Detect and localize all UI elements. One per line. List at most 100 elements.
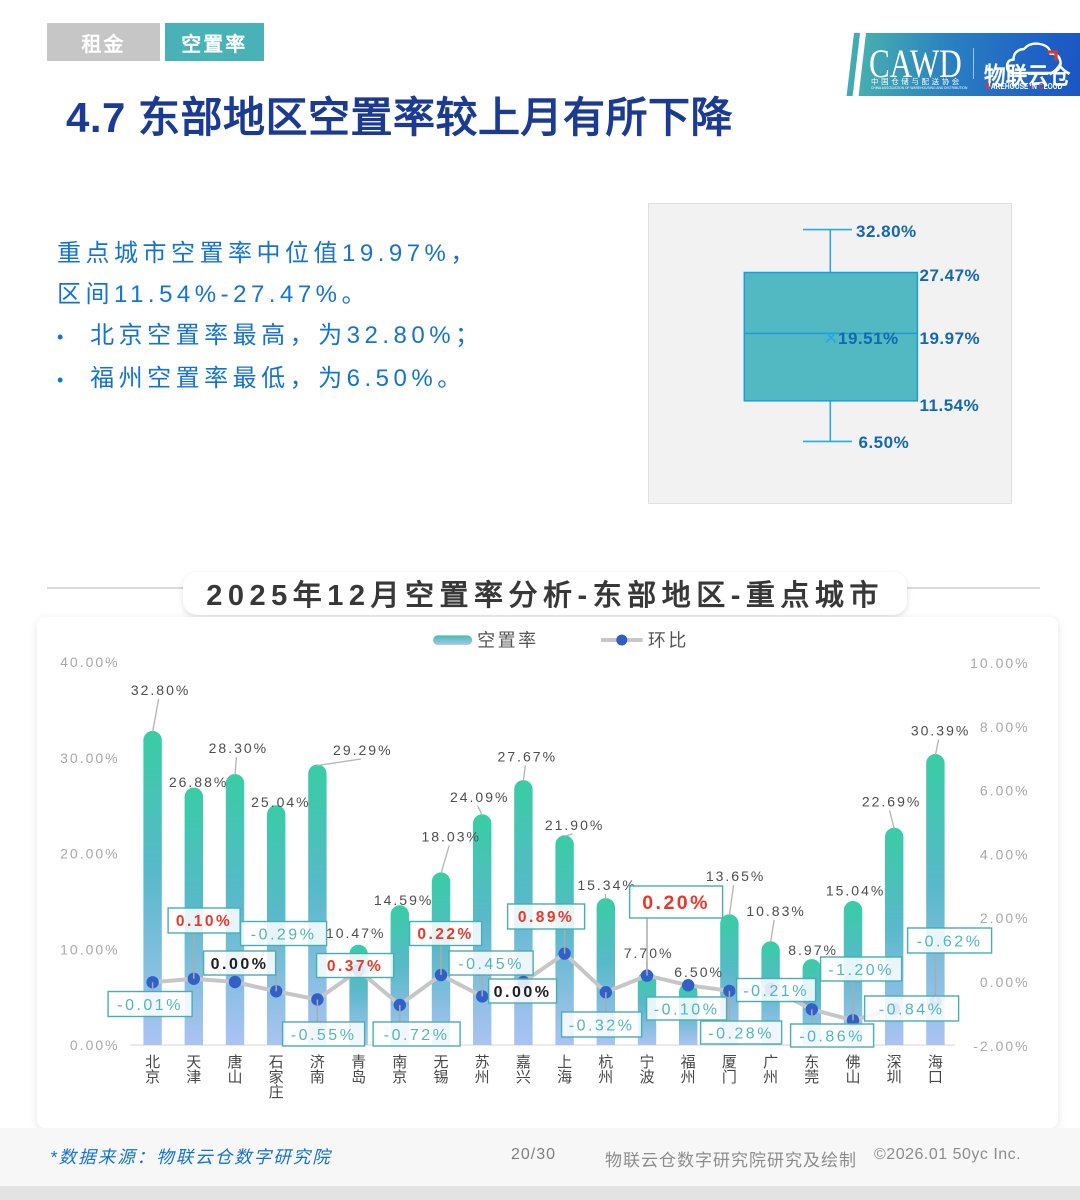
- svg-text:苏: 苏: [475, 1054, 490, 1071]
- svg-text:广: 广: [763, 1054, 778, 1071]
- svg-text:波: 波: [640, 1069, 655, 1086]
- svg-text:山: 山: [228, 1069, 243, 1086]
- svg-text:福: 福: [681, 1054, 696, 1071]
- svg-text:20.00%: 20.00%: [61, 846, 120, 862]
- svg-text:8.00%: 8.00%: [980, 719, 1030, 735]
- svg-text:27.67%: 27.67%: [498, 749, 557, 765]
- svg-text:济: 济: [310, 1054, 325, 1071]
- svg-text:0.22%: 0.22%: [418, 926, 474, 943]
- svg-text:30.39%: 30.39%: [911, 723, 970, 739]
- svg-text:空置率: 空置率: [477, 631, 538, 651]
- svg-text:13.65%: 13.65%: [706, 868, 765, 884]
- svg-text:30.00%: 30.00%: [61, 750, 120, 766]
- svg-text:-0.29%: -0.29%: [251, 926, 317, 943]
- svg-text:10.00%: 10.00%: [61, 941, 120, 957]
- svg-text:山: 山: [846, 1069, 861, 1086]
- svg-text:锡: 锡: [434, 1069, 449, 1086]
- svg-text:岛: 岛: [351, 1069, 366, 1086]
- svg-text:0.00%: 0.00%: [211, 956, 269, 973]
- svg-text:无: 无: [434, 1054, 449, 1071]
- svg-text:佛: 佛: [846, 1054, 861, 1071]
- svg-text:6.00%: 6.00%: [980, 783, 1030, 799]
- svg-text:口: 口: [928, 1069, 943, 1086]
- svg-text:-0.86%: -0.86%: [800, 1028, 866, 1045]
- svg-text:圳: 圳: [887, 1069, 902, 1086]
- svg-text:32.80%: 32.80%: [131, 682, 190, 698]
- svg-text:东: 东: [805, 1054, 820, 1071]
- svg-text:0.89%: 0.89%: [518, 909, 574, 926]
- svg-text:28.30%: 28.30%: [209, 740, 268, 756]
- svg-text:24.09%: 24.09%: [450, 789, 509, 805]
- svg-text:南: 南: [310, 1069, 325, 1086]
- svg-text:-0.84%: -0.84%: [879, 1001, 945, 1018]
- svg-text:厦: 厦: [722, 1054, 737, 1071]
- svg-text:14.59%: 14.59%: [374, 892, 433, 908]
- svg-text:10.00%: 10.00%: [971, 655, 1030, 671]
- svg-text:-0.62%: -0.62%: [917, 933, 983, 950]
- svg-text:-0.55%: -0.55%: [291, 1027, 357, 1044]
- svg-text:州: 州: [599, 1069, 614, 1086]
- svg-text:-0.10%: -0.10%: [654, 1001, 720, 1018]
- svg-text:南: 南: [393, 1054, 408, 1071]
- svg-text:海: 海: [928, 1054, 943, 1071]
- svg-text:家: 家: [269, 1069, 284, 1086]
- svg-text:-0.28%: -0.28%: [709, 1025, 775, 1042]
- svg-text:0.00%: 0.00%: [494, 984, 552, 1001]
- svg-text:21.90%: 21.90%: [545, 817, 604, 833]
- svg-text:州: 州: [681, 1069, 696, 1086]
- svg-text:19.51%: 19.51%: [838, 329, 899, 348]
- svg-text:青: 青: [351, 1054, 366, 1071]
- svg-text:0.00%: 0.00%: [980, 974, 1030, 990]
- svg-text:-1.20%: -1.20%: [829, 962, 895, 979]
- svg-text:11.54%: 11.54%: [920, 396, 980, 415]
- svg-text:15.04%: 15.04%: [826, 883, 885, 899]
- svg-text:州: 州: [475, 1069, 490, 1086]
- svg-text:-0.21%: -0.21%: [744, 983, 810, 1000]
- svg-text:门: 门: [722, 1069, 737, 1086]
- svg-text:深: 深: [887, 1054, 902, 1071]
- svg-text:8.97%: 8.97%: [789, 942, 839, 958]
- svg-text:0.20%: 0.20%: [643, 892, 711, 914]
- svg-text:2.00%: 2.00%: [980, 910, 1030, 926]
- svg-text:6.50%: 6.50%: [675, 964, 725, 980]
- svg-text:京: 京: [393, 1069, 408, 1086]
- svg-text:10.47%: 10.47%: [326, 925, 385, 941]
- svg-text:10.83%: 10.83%: [747, 903, 806, 919]
- svg-text:0.37%: 0.37%: [327, 958, 383, 975]
- svg-text:-0.01%: -0.01%: [118, 997, 184, 1014]
- svg-text:32.80%: 32.80%: [856, 222, 917, 241]
- svg-text:19.97%: 19.97%: [920, 329, 981, 348]
- svg-text:-2.00%: -2.00%: [974, 1038, 1030, 1054]
- svg-text:18.03%: 18.03%: [422, 829, 481, 845]
- svg-text:6.50%: 6.50%: [859, 433, 910, 452]
- svg-text:0.10%: 0.10%: [176, 913, 232, 930]
- svg-text:州: 州: [763, 1069, 778, 1086]
- svg-text:北: 北: [145, 1054, 160, 1071]
- svg-text:25.04%: 25.04%: [252, 794, 311, 810]
- svg-text:庄: 庄: [269, 1083, 284, 1101]
- svg-text:环比: 环比: [648, 631, 689, 651]
- svg-text:0.00%: 0.00%: [70, 1037, 120, 1053]
- svg-text:15.34%: 15.34%: [578, 877, 637, 893]
- svg-text:唐: 唐: [228, 1054, 243, 1071]
- svg-text:26.88%: 26.88%: [169, 774, 228, 790]
- svg-text:40.00%: 40.00%: [61, 654, 120, 670]
- svg-text:7.70%: 7.70%: [624, 945, 674, 961]
- svg-text:29.29%: 29.29%: [333, 742, 392, 758]
- svg-text:22.69%: 22.69%: [862, 794, 921, 810]
- svg-text:27.47%: 27.47%: [920, 266, 981, 285]
- svg-text:杭: 杭: [599, 1054, 614, 1071]
- svg-text:宁: 宁: [640, 1054, 655, 1071]
- svg-text:海: 海: [557, 1069, 572, 1086]
- svg-text:-0.45%: -0.45%: [459, 956, 525, 973]
- svg-text:嘉: 嘉: [516, 1054, 531, 1071]
- svg-text:石: 石: [269, 1054, 284, 1071]
- svg-text:-0.72%: -0.72%: [384, 1027, 450, 1044]
- svg-text:兴: 兴: [516, 1069, 531, 1086]
- svg-text:-0.32%: -0.32%: [569, 1017, 635, 1034]
- svg-text:莞: 莞: [805, 1069, 820, 1086]
- svg-text:4.00%: 4.00%: [980, 846, 1030, 862]
- svg-text:上: 上: [557, 1054, 572, 1071]
- svg-text:天: 天: [187, 1054, 202, 1071]
- svg-text:京: 京: [145, 1069, 160, 1086]
